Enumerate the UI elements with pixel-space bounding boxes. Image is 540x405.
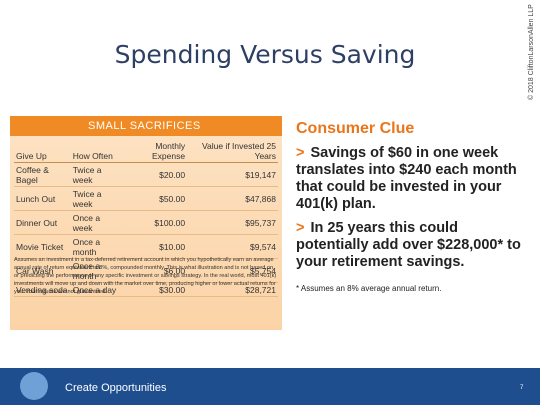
table-row: Movie Ticket Once a month $10.00 $9,574 (14, 234, 278, 259)
table-row: Dinner Out Once a week $100.00 $95,737 (14, 210, 278, 235)
table-cell: Dinner Out (14, 210, 71, 235)
table-cell: Once a day (70, 282, 124, 297)
column-header: Monthly Expense (123, 140, 188, 163)
table-cell: Vending soda (14, 282, 71, 297)
table-body: Coffee & Bagel Twice a week $20.00 $19,147 L… (14, 162, 278, 297)
table-cell: Once a month (70, 234, 124, 259)
logo (20, 372, 48, 400)
bullet-text: Savings of $60 in one week translates in… (296, 145, 517, 212)
bullet: > Savings of $60 in one week translates i… (296, 145, 517, 212)
table-cell: Once a week (70, 210, 124, 235)
table-cell: $95,737 (187, 210, 278, 235)
header-row: Give Up How Often Monthly Expense Value if … (14, 140, 278, 163)
table-cell: $6.00 (123, 258, 188, 283)
column-header: Value if Invested 25 Years (187, 140, 278, 163)
table-row: Lunch Out Twice a week $50.00 $47,868 (14, 186, 278, 211)
slide-title: Spending Versus Saving (114, 40, 416, 69)
table-row: Vending soda Once a day $30.00 $28,721 (14, 282, 278, 297)
table-cell: Coffee & Bagel (14, 162, 71, 187)
table-cell: $10.00 (123, 234, 188, 259)
table-row: Coffee & Bagel Twice a week $20.00 $19,147 (14, 162, 278, 187)
table-cell: Twice a week (70, 186, 124, 211)
page-number: 7 (520, 385, 524, 391)
table-cell: $47,868 (187, 186, 278, 211)
table-cell: Twice a week (70, 162, 124, 187)
clue-title: Consumer Clue (296, 120, 415, 137)
table-cell: $28,721 (187, 282, 278, 297)
table-cell: Lunch Out (14, 186, 71, 211)
table-row: Car Wash Once a month $6.00 $5,754 (14, 258, 278, 283)
sacrifices-box: SMALL SACRIFICES Give Up How Often Monthly… (10, 116, 282, 330)
table-cell: $19,147 (187, 162, 278, 187)
bullet: > In 25 years this could potentially add … (296, 220, 521, 270)
table-cell: $20.00 (123, 162, 188, 187)
bullet-text: In 25 years this could potentially add o… (296, 220, 521, 270)
table-cell: $50.00 (123, 186, 188, 211)
disclaimer: Assumes an investment in a tax-deferred … (14, 257, 277, 295)
table-cell: $100.00 (123, 210, 188, 235)
column-header: How Often (70, 140, 124, 163)
sacrifices-table: Give Up How Often Monthly Expense Value if … (14, 140, 278, 297)
footer-bar: Create Opportunities 7 (0, 368, 540, 405)
copyright: © 2018 CliftonLarsonAllen LLP (528, 4, 535, 100)
tagline: Create Opportunities (65, 382, 167, 394)
table-cell: Once a month (70, 258, 124, 283)
table-cell: $5,754 (187, 258, 278, 283)
footnote: * Assumes an 8% average annual return. (296, 284, 442, 293)
column-header: Give Up (14, 140, 71, 163)
table-cell: $30.00 (123, 282, 188, 297)
table-cell: Car Wash (14, 258, 71, 283)
table-cell: $9,574 (187, 234, 278, 259)
box-title: SMALL SACRIFICES (10, 116, 282, 136)
table-cell: Movie Ticket (14, 234, 71, 259)
